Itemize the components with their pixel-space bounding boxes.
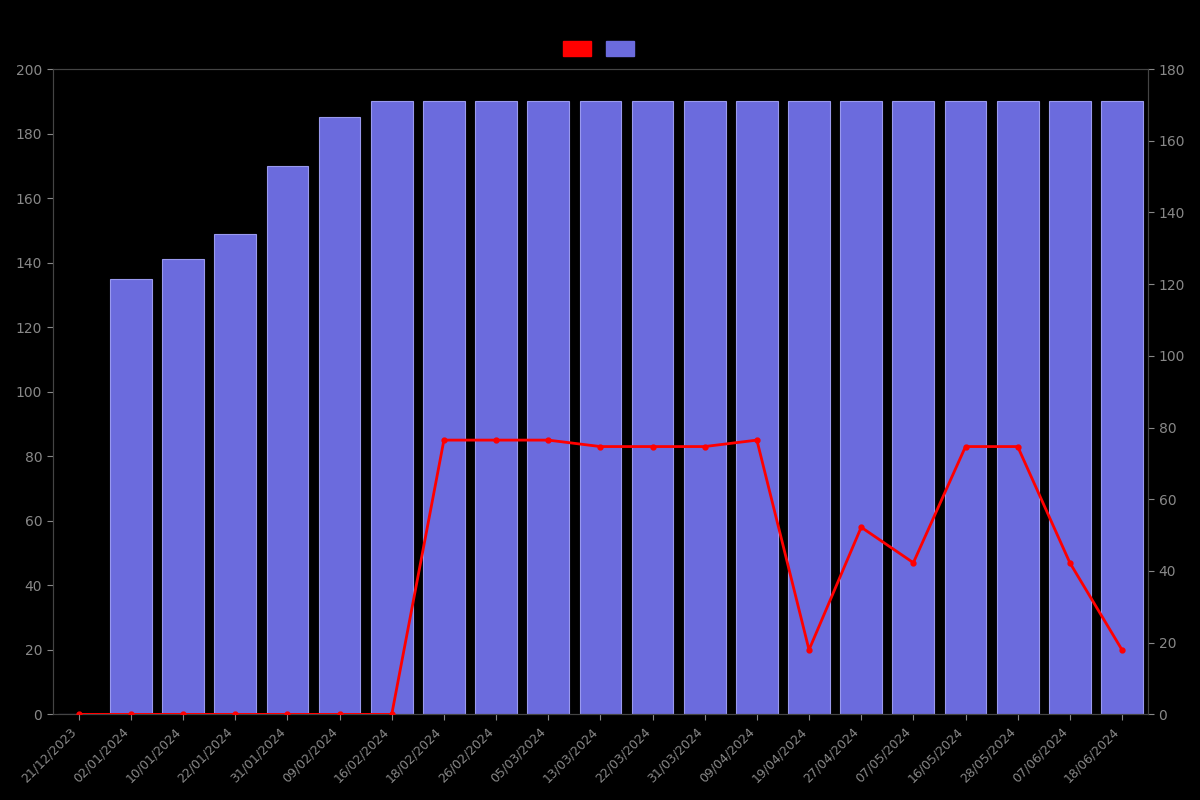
Bar <box>110 278 152 714</box>
Bar <box>580 102 622 714</box>
Bar <box>788 102 830 714</box>
Bar <box>684 102 726 714</box>
Bar <box>266 166 308 714</box>
Bar <box>997 102 1038 714</box>
Bar <box>215 234 256 714</box>
Bar <box>1049 102 1091 714</box>
Bar <box>736 102 778 714</box>
Bar <box>424 102 464 714</box>
Bar <box>631 102 673 714</box>
Bar <box>893 102 935 714</box>
Legend: , : , <box>559 38 642 60</box>
Bar <box>527 102 569 714</box>
Bar <box>371 102 413 714</box>
Bar <box>840 102 882 714</box>
Bar <box>162 259 204 714</box>
Bar <box>475 102 517 714</box>
Bar <box>944 102 986 714</box>
Bar <box>319 118 360 714</box>
Bar <box>1102 102 1142 714</box>
